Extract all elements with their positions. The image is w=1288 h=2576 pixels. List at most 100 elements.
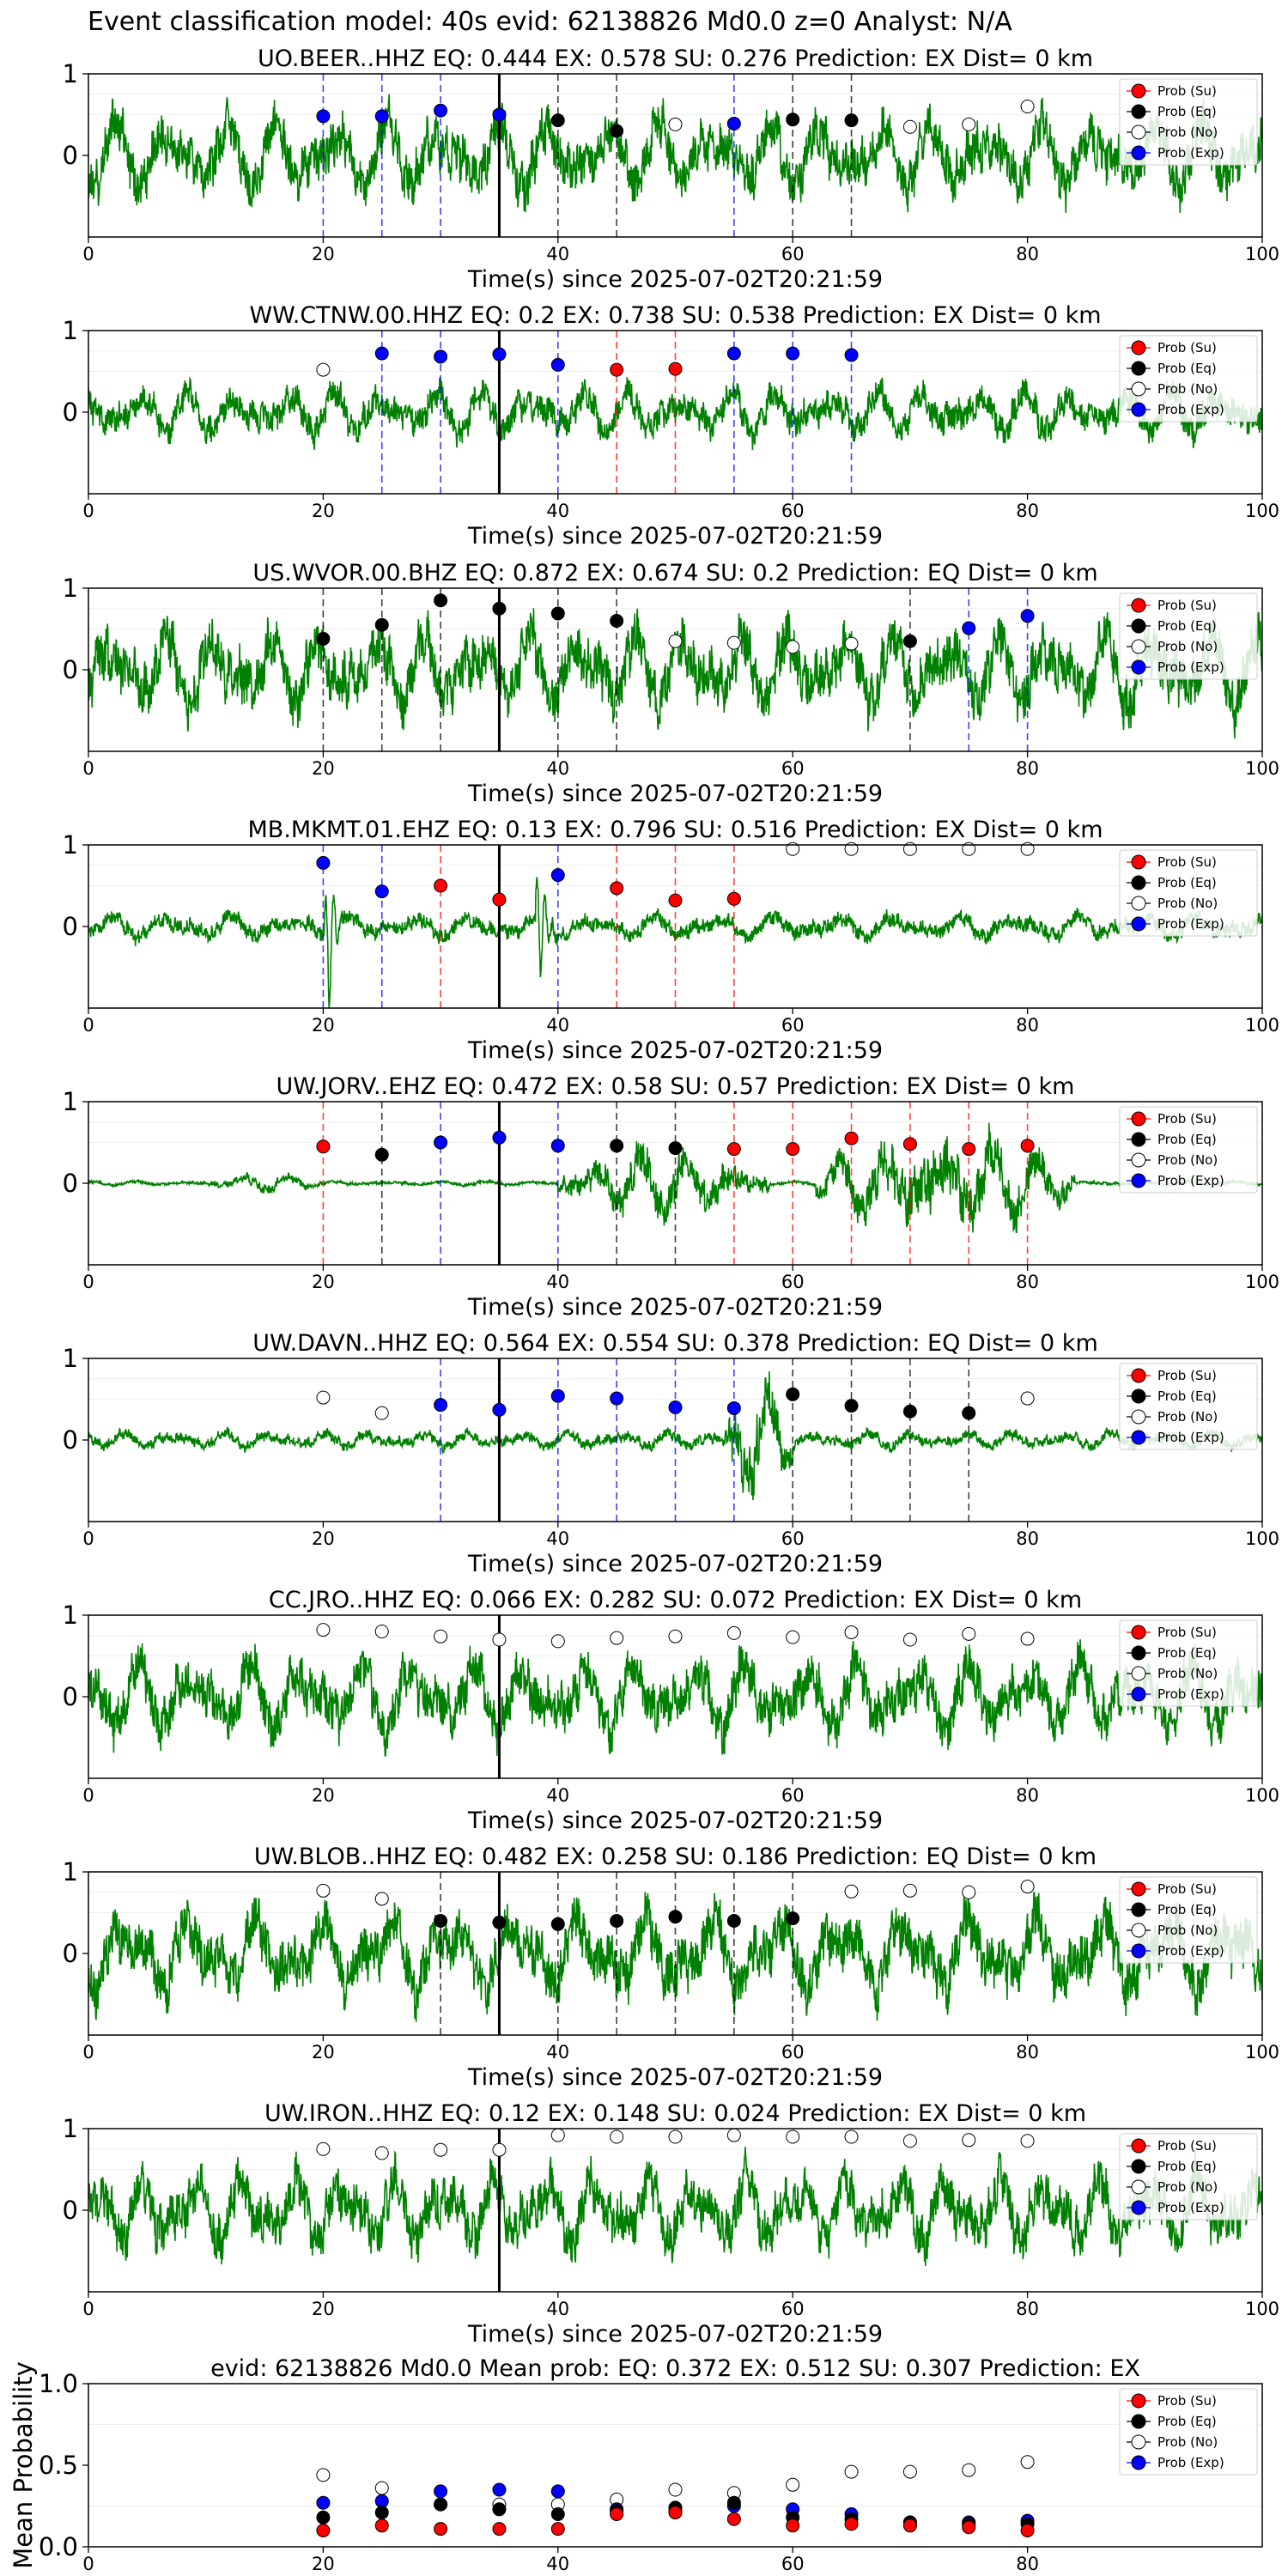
prob-marker-ex [844, 348, 859, 362]
legend-label-eq: Prob (Eq) [1157, 618, 1217, 634]
prob-marker-no [726, 2128, 741, 2142]
prob-marker-eq [610, 124, 624, 138]
x-tick-label: 20 [312, 2299, 335, 2319]
prob-marker-eq [668, 1141, 683, 1156]
prob-marker-su [1020, 1139, 1035, 1153]
station-panel-3: US.WVOR.00.BHZ EQ: 0.872 EX: 0.674 SU: 0… [63, 560, 1280, 807]
prob-marker-eq [550, 1917, 565, 1931]
mean-marker-no [1020, 2455, 1035, 2470]
mean-marker-eq [434, 2497, 448, 2512]
legend-label-eq: Prob (Eq) [1157, 875, 1217, 890]
y-tick-label: 0 [63, 141, 78, 170]
y-tick-label: 0 [63, 912, 78, 941]
prob-marker-no [374, 1625, 389, 1638]
prob-marker-no [962, 2133, 976, 2148]
legend-marker-no [1131, 1923, 1146, 1938]
y-tick-label: 1 [63, 316, 78, 345]
prob-marker-eq [492, 601, 507, 616]
prob-marker-no [844, 636, 859, 651]
legend-marker-no [1131, 1666, 1146, 1681]
prob-marker-su [962, 1142, 976, 1157]
prob-marker-eq [434, 1914, 448, 1928]
prob-marker-ex [550, 868, 565, 883]
x-tick-label: 100 [1245, 2299, 1279, 2319]
x-axis-label: Time(s) since 2025-07-02T20:21:59 [467, 1037, 883, 1064]
x-tick-label: 0 [82, 1785, 94, 1806]
x-tick-label: 80 [1016, 1785, 1039, 1806]
legend-label-no: Prob (No) [1157, 1152, 1218, 1168]
prob-marker-no [1020, 1391, 1035, 1406]
legend-label-ex: Prob (Exp) [1157, 402, 1224, 417]
prob-marker-eq [786, 1911, 800, 1926]
legend-marker-ex [1131, 1943, 1146, 1959]
mean-marker-eq [316, 2510, 331, 2524]
legend-box [1119, 1363, 1258, 1450]
y-tick-label: 1 [63, 1344, 78, 1373]
legend-label-eq: Prob (Eq) [1157, 2159, 1217, 2174]
legend-label-ex: Prob (Exp) [1157, 1430, 1224, 1445]
mean-marker-su [316, 2524, 331, 2537]
prob-marker-no [902, 1883, 917, 1898]
legend-marker-no [1131, 1152, 1146, 1168]
x-tick-label: 0 [82, 1015, 94, 1036]
legend-marker-eq [1131, 875, 1146, 890]
x-tick-label: 60 [781, 758, 805, 779]
mean-marker-ex [434, 2484, 448, 2499]
y-tick-label: 1 [63, 59, 78, 88]
prob-marker-ex [492, 1402, 507, 1417]
legend-label-ex: Prob (Exp) [1157, 145, 1224, 161]
prob-marker-no [902, 119, 917, 134]
prob-marker-no [726, 635, 741, 650]
prob-marker-eq [786, 112, 800, 127]
legend-box [1119, 592, 1258, 680]
legend-marker-ex [1131, 145, 1146, 161]
legend-label-su: Prob (Su) [1157, 1111, 1217, 1127]
prob-marker-no [844, 1625, 859, 1639]
x-tick-label: 100 [1245, 2042, 1279, 2063]
x-tick-label: 100 [1245, 1272, 1279, 1292]
prob-marker-su [902, 1137, 917, 1151]
legend-label-su: Prob (Su) [1157, 340, 1217, 355]
legend-marker-ex [1131, 1173, 1146, 1188]
x-tick-label: 60 [781, 2042, 805, 2063]
panel-title: UW.JORV..EHZ EQ: 0.472 EX: 0.58 SU: 0.57… [276, 1073, 1075, 1100]
legend-label-no: Prob (No) [1157, 2179, 1218, 2195]
prob-marker-ex [726, 116, 741, 131]
mean-marker-su [434, 2522, 448, 2537]
legend-marker-eq [1131, 1388, 1146, 1404]
prob-marker-eq [726, 1914, 741, 1928]
legend-marker-no [1131, 2179, 1146, 2195]
legend-label-su: Prob (Su) [1157, 2393, 1217, 2409]
prob-marker-eq [492, 1915, 507, 1929]
x-tick-label: 80 [1016, 1015, 1039, 1036]
x-tick-label: 60 [781, 244, 805, 264]
station-panel-5: UW.JORV..EHZ EQ: 0.472 EX: 0.58 SU: 0.57… [63, 1073, 1280, 1321]
mean-probability-panel: evid: 62138826 Md0.0 Mean prob: EQ: 0.37… [9, 2355, 1263, 2574]
prob-marker-no [844, 841, 859, 856]
legend-marker-no [1131, 1409, 1146, 1425]
x-tick-label: 40 [546, 758, 569, 779]
prob-marker-eq [962, 1406, 976, 1420]
legend-marker-su [1131, 1111, 1146, 1127]
prob-marker-su [316, 1139, 331, 1154]
prob-marker-no [668, 634, 683, 648]
prob-marker-eq [550, 113, 565, 128]
figure-title: Event classification model: 40s evid: 62… [88, 7, 1012, 37]
x-tick-label: 20 [312, 2554, 335, 2574]
legend-marker-eq [1131, 104, 1146, 119]
legend-marker-su [1131, 2138, 1146, 2154]
prob-marker-no [786, 640, 800, 654]
legend-marker-su [1131, 1881, 1146, 1897]
prob-marker-eq [844, 113, 859, 128]
x-tick-label: 80 [1016, 1272, 1039, 1292]
legend-marker-no [1131, 639, 1146, 654]
x-tick-label: 60 [781, 1528, 805, 1549]
legend-label-ex: Prob (Exp) [1157, 2200, 1224, 2215]
prob-marker-ex [374, 346, 389, 361]
y-tick-label: 0.0 [39, 2532, 78, 2561]
mean-marker-ex [492, 2482, 507, 2497]
mean-marker-eq [492, 2502, 507, 2517]
x-tick-label: 60 [781, 501, 805, 521]
x-axis-label: Time(s) since 2025-07-02T20:21:59 [467, 1807, 883, 1834]
